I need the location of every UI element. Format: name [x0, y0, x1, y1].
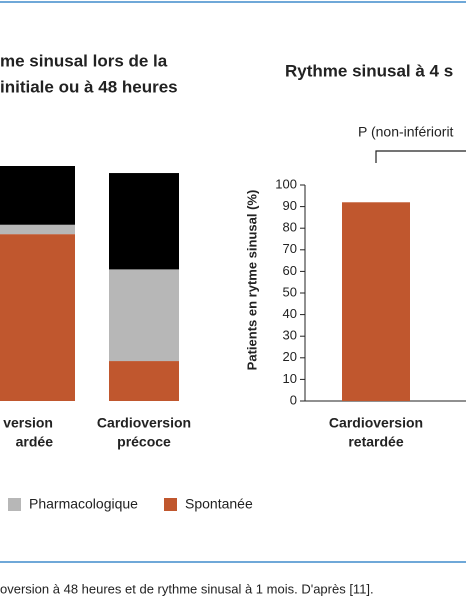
y-tick-label: 50 [283, 284, 297, 299]
bar-segment [109, 173, 179, 270]
bar-segment [0, 234, 75, 401]
y-tick-label: 10 [283, 371, 297, 386]
y-tick-label: 0 [290, 392, 297, 407]
legend-label: Spontanée [185, 496, 253, 512]
bar-segment [109, 361, 179, 401]
y-tick-label: 80 [283, 220, 297, 235]
y-axis-label: Patients en rytme sinusal (%) [244, 190, 259, 371]
x-tick-label: Cardioversion [329, 415, 423, 431]
caption: oversion à 48 heures et de rythme sinusa… [0, 581, 374, 596]
y-tick-label: 40 [283, 306, 297, 321]
bar-segment [0, 224, 75, 235]
right-title: Rythme sinusal à 4 s [285, 61, 453, 80]
bar-segment [0, 166, 75, 225]
bracket [375, 150, 466, 163]
legend-swatch [164, 498, 177, 511]
y-tick-label: 70 [283, 241, 297, 256]
x-tick-label: version [3, 415, 53, 431]
x-tick-label: Cardioversion [97, 415, 191, 431]
left-title: initiale ou à 48 heures [0, 77, 178, 96]
y-tick-label: 90 [283, 198, 297, 213]
x-tick-label: retardée [348, 434, 403, 450]
x-tick-label: précoce [117, 434, 171, 450]
legend-swatch [8, 498, 21, 511]
y-tick-label: 30 [283, 328, 297, 343]
y-tick-label: 100 [275, 176, 297, 191]
y-tick-label: 20 [283, 349, 297, 364]
legend-label: Pharmacologique [29, 496, 138, 512]
annotation: P (non-infériorit [358, 124, 454, 140]
x-tick-label: ardée [16, 434, 54, 450]
bar-segment [109, 269, 179, 362]
left-title: me sinusal lors de la [0, 51, 168, 70]
y-tick-label: 60 [283, 263, 297, 278]
bar [342, 202, 410, 401]
